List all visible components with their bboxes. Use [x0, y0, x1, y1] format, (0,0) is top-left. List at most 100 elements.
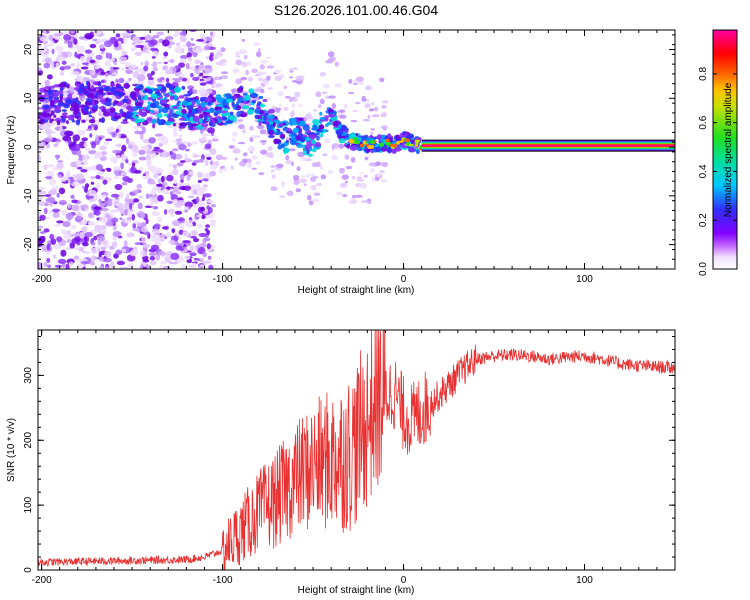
spectral-noise-blob	[114, 166, 121, 171]
spectral-noise-blob	[327, 169, 334, 175]
spectral-noise-blob	[87, 221, 92, 225]
spectral-noise-blob	[299, 178, 307, 184]
spectral-ridge-blob	[122, 98, 128, 103]
spectral-noise-blob	[90, 123, 96, 128]
spectral-noise-blob	[242, 128, 246, 134]
spectral-ridge-blob	[124, 95, 129, 100]
spectral-noise-blob	[260, 149, 268, 155]
spectral-noise-blob	[97, 234, 105, 242]
spectral-ridge-blob	[178, 95, 185, 99]
spectral-noise-blob	[174, 30, 179, 35]
spectral-noise-blob	[88, 150, 97, 155]
spectral-noise-blob	[125, 66, 130, 70]
spectral-noise-blob	[288, 148, 296, 152]
spectral-noise-blob	[254, 88, 261, 92]
spectral-noise-blob	[265, 56, 272, 59]
spectral-noise-blob	[184, 255, 191, 260]
spectral-noise-blob	[121, 50, 127, 56]
spectral-ridge-blob	[188, 108, 192, 114]
spectral-noise-blob	[201, 214, 206, 220]
spectral-noise-blob	[383, 128, 387, 131]
spectral-ridge-blob	[338, 138, 346, 144]
spectral-noise-blob	[334, 83, 343, 88]
spectral-noise-blob	[157, 216, 163, 223]
spectral-noise-blob	[170, 152, 177, 160]
spectral-noise-blob	[286, 190, 294, 196]
spectral-noise-blob	[178, 144, 187, 151]
spectral-noise-blob	[81, 226, 88, 233]
spectral-noise-blob	[108, 52, 113, 60]
spectral-noise-blob	[100, 224, 107, 230]
spectral-noise-blob	[60, 176, 67, 182]
spectral-noise-blob	[38, 235, 46, 243]
spectral-noise-blob	[150, 188, 157, 196]
spectral-ridge-blob	[101, 84, 107, 88]
spectral-noise-blob	[220, 47, 226, 53]
spectral-noise-blob	[73, 255, 79, 260]
spectral-noise-blob	[192, 51, 198, 58]
spectral-noise-blob	[379, 77, 385, 83]
spectral-noise-blob	[237, 118, 244, 122]
spectral-noise-blob	[125, 137, 129, 144]
spectral-noise-blob	[222, 167, 228, 172]
spectral-noise-blob	[190, 141, 199, 145]
spectral-noise-blob	[151, 56, 156, 59]
spectral-noise-blob	[84, 183, 90, 189]
spectral-noise-blob	[356, 178, 365, 182]
spectral-noise-blob	[316, 161, 321, 168]
spectral-ridge-blob	[346, 143, 351, 149]
spectral-noise-blob	[95, 163, 103, 171]
spectral-noise-blob	[42, 40, 49, 44]
spectral-noise-blob	[209, 170, 217, 177]
snr-x-tick-label: -200	[32, 575, 52, 586]
spectral-ridge-blob	[251, 99, 257, 104]
spectral-noise-blob	[151, 62, 158, 68]
spectral-noise-blob	[43, 262, 48, 268]
spectral-noise-blob	[324, 95, 330, 100]
spectral-noise-blob	[95, 58, 99, 66]
spectral-noise-blob	[52, 211, 60, 219]
spectral-noise-blob	[52, 167, 59, 171]
spectral-noise-blob	[84, 231, 94, 238]
spectral-noise-blob	[274, 69, 282, 74]
spectral-noise-blob	[43, 194, 52, 197]
spectral-ridge-blob	[73, 109, 79, 116]
spectral-noise-blob	[111, 241, 118, 248]
spectral-noise-blob	[114, 202, 121, 207]
spectral-noise-blob	[104, 250, 112, 258]
figure-title: S126.2026.101.00.46.G04	[274, 2, 438, 18]
snr-y-tick-label: 200	[23, 431, 34, 448]
spectral-noise-blob	[121, 248, 127, 253]
spectral-noise-blob	[141, 236, 146, 244]
spectral-noise-blob	[132, 221, 138, 224]
spectral-noise-blob	[162, 39, 170, 47]
spectral-noise-blob	[70, 71, 80, 76]
spectral-noise-blob	[95, 134, 99, 142]
spectral-noise-blob	[52, 244, 61, 250]
spectral-ridge-blob	[62, 113, 67, 118]
spectral-noise-blob	[199, 72, 204, 77]
spectral-noise-blob	[117, 37, 124, 42]
spectral-noise-blob	[124, 91, 132, 96]
spectral-noise-blob	[193, 237, 200, 243]
spectral-noise-blob	[61, 60, 67, 65]
spectral-ridge-blob	[285, 139, 290, 144]
spectral-noise-blob	[39, 231, 46, 234]
spectral-ridge-blob	[207, 101, 212, 106]
spectral-ridge-blob	[144, 94, 149, 101]
spectral-noise-blob	[49, 188, 57, 196]
spectral-noise-blob	[355, 194, 363, 198]
spectral-noise-blob	[351, 195, 357, 199]
spectral-noise-blob	[152, 205, 159, 210]
spectral-noise-blob	[245, 69, 249, 75]
spectral-noise-blob	[211, 138, 219, 142]
spectral-ridge-blob	[262, 98, 268, 103]
spectral-noise-blob	[201, 196, 205, 202]
spectral-ridge-blob	[172, 123, 177, 127]
spectral-noise-blob	[43, 228, 50, 233]
flat-spectral-band	[421, 144, 675, 147]
spectral-noise-blob	[195, 183, 201, 187]
spectral-noise-blob	[344, 180, 348, 184]
spectral-ridge-blob	[191, 123, 199, 127]
spectral-ridge-blob	[168, 121, 175, 125]
